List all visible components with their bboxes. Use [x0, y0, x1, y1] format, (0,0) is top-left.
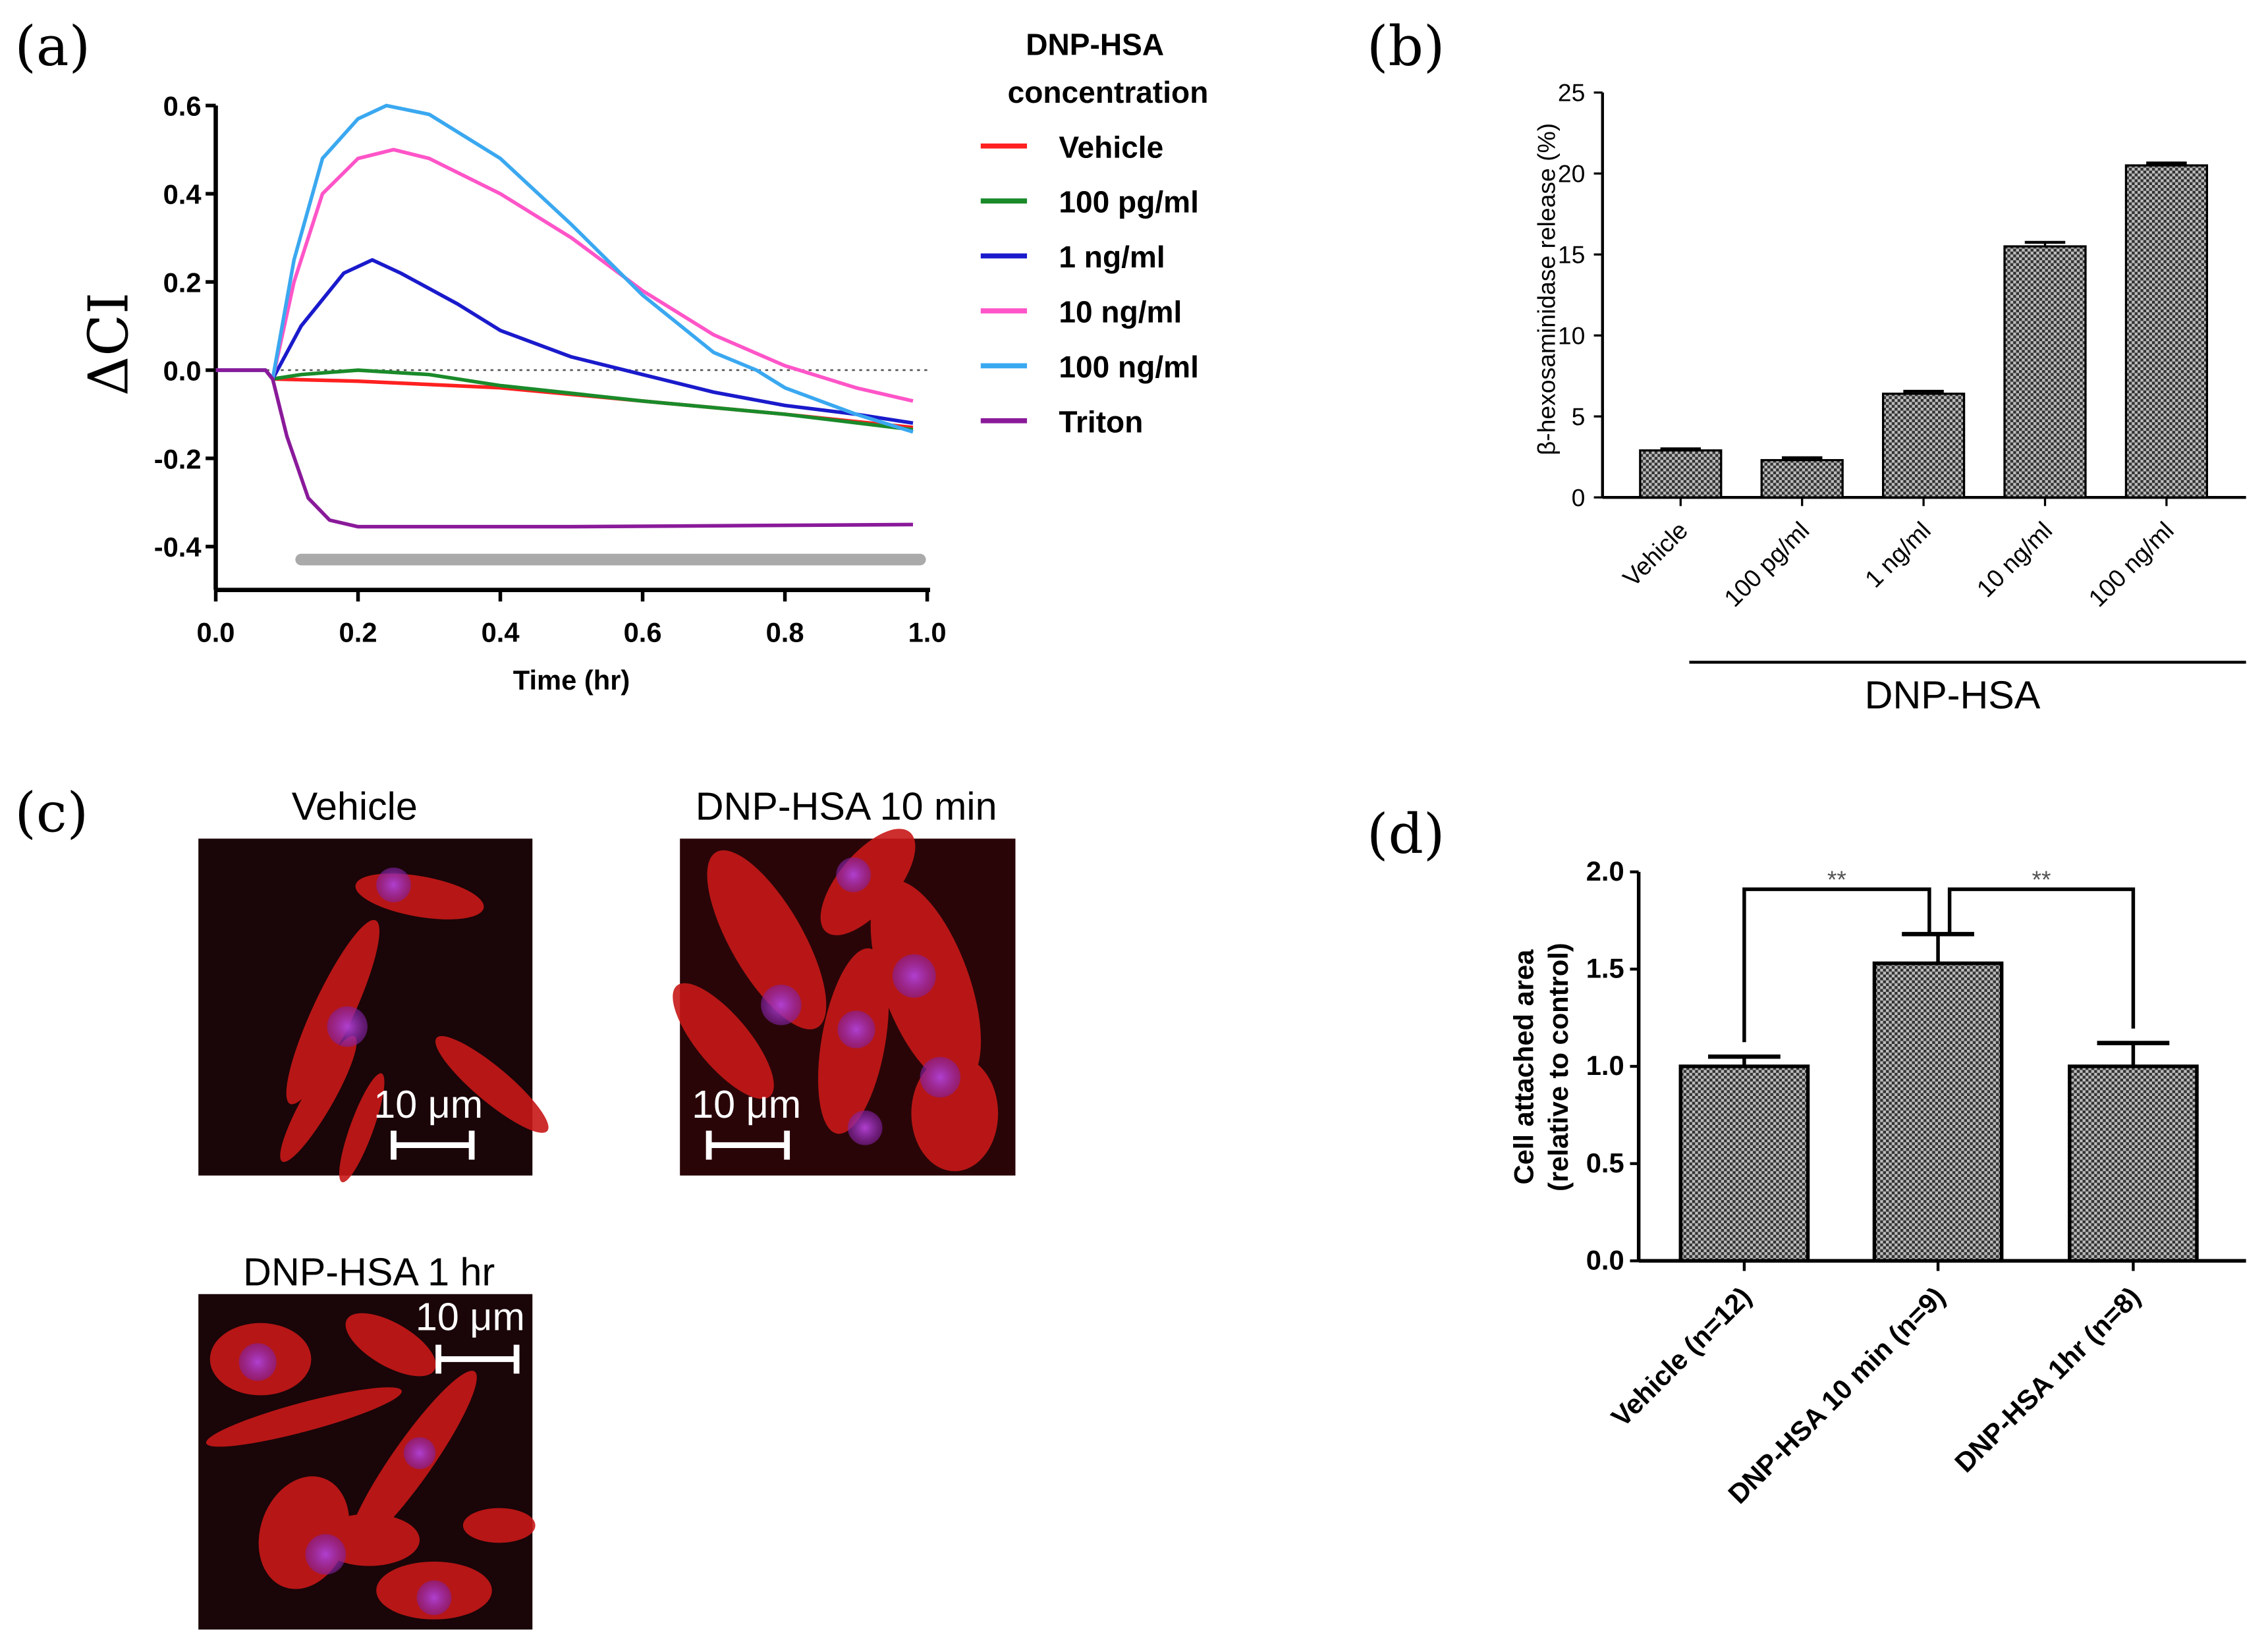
chart-b: 0 5 10 15 20 25 Vehicle 100 pg/ml 1 ng/ml 10 ng/m… — [1532, 79, 2246, 717]
x-axis-label: Time (hr) — [513, 665, 630, 696]
y-tick-label: -0.2 — [154, 443, 202, 474]
panel-label-c: (c) — [14, 781, 88, 844]
scale-bar-label: 10 μm — [416, 1295, 525, 1339]
y-tick-label: 5 — [1572, 402, 1586, 430]
x-tick-label: 0.6 — [624, 617, 662, 648]
y-tick-label: 0.4 — [163, 179, 202, 210]
x-tick-label: 1 ng/ml — [1860, 516, 1936, 593]
series-line-3 — [215, 148, 914, 403]
x-tick-label: DNP-HSA 10 min (n=9) — [1722, 1280, 1950, 1509]
x-tick-label: DNP-HSA 1hr (n=8) — [1949, 1280, 2146, 1478]
scale-bar-label: 10 μm — [692, 1082, 801, 1126]
scale-bar — [391, 1130, 475, 1160]
y-axis-label: β-hexosaminidase release (%) — [1532, 123, 1560, 455]
y-axis-label: ΔCI — [77, 292, 141, 396]
legend-label: 100 ng/ml — [1059, 350, 1199, 384]
x-tick-label: 100 pg/ml — [1719, 516, 1815, 613]
legend-title: DNP-HSA — [1026, 27, 1164, 61]
x-tick-label: Vehicle — [1617, 516, 1693, 592]
bar — [2124, 164, 2209, 499]
x-tick-label: 0.4 — [482, 617, 520, 648]
scale-bar-label: 10 μm — [373, 1082, 483, 1126]
y-tick-label: 0.6 — [163, 91, 202, 122]
legend-label: Vehicle — [1059, 130, 1163, 164]
bar — [1881, 393, 1966, 499]
panel-label-a: (a) — [14, 14, 90, 78]
x-tick-label: Vehicle (n=12) — [1605, 1280, 1757, 1433]
y-axis-label: Cell attached area — [1508, 949, 1539, 1185]
y-axis-label: (relative to control) — [1543, 943, 1574, 1192]
scale-bar — [435, 1344, 520, 1374]
x-tick-label: 10 ng/ml — [1971, 516, 2057, 603]
y-tick-label: 0.2 — [163, 267, 202, 298]
y-tick-label: 0 — [1572, 483, 1586, 511]
x-axis-label: DNP-HSA — [1865, 673, 2041, 717]
chart-d: 0.0 0.5 1.0 1.5 2.0 Vehicle (n=12)DNP-HSA 10 … — [1508, 856, 2246, 1510]
micrograph-title: DNP-HSA 1 hr — [243, 1250, 495, 1294]
y-tick-label: 20 — [1558, 160, 1586, 188]
x-tick-label: 0.2 — [339, 617, 377, 648]
bar — [1639, 449, 1723, 499]
x-tick-label: 100 ng/ml — [2083, 516, 2179, 613]
bar — [1872, 961, 2004, 1263]
y-tick-label: 10 — [1558, 321, 1586, 349]
series-line-2 — [215, 258, 914, 425]
legend-label: 10 ng/ml — [1059, 295, 1182, 329]
y-tick-label: 0.5 — [1586, 1147, 1624, 1178]
bar — [1760, 458, 1844, 499]
panel-label-d: (d) — [1367, 802, 1445, 866]
significance-label: ** — [2032, 865, 2051, 893]
y-tick-label: 0.0 — [1586, 1244, 1624, 1275]
bar — [2003, 245, 2087, 499]
x-tick-label: 0.0 — [197, 617, 235, 648]
scale-bar — [705, 1130, 790, 1160]
micrograph-dnp-1hr: DNP-HSA 1 hr 10 μm — [198, 1250, 536, 1630]
micrograph-dnp-10min: DNP-HSA 10 min 10 μm — [673, 784, 1016, 1176]
micrograph-title: Vehicle — [292, 784, 418, 829]
significance-label: ** — [1827, 865, 1846, 893]
legend-label: Triton — [1059, 404, 1143, 439]
bar — [2068, 1064, 2199, 1263]
micrograph-title: DNP-HSA 10 min — [696, 784, 997, 829]
legend-label: 1 ng/ml — [1059, 240, 1165, 274]
significance-bracket — [1742, 887, 1931, 1043]
y-tick-label: 1.0 — [1586, 1050, 1624, 1081]
y-tick-label: -0.4 — [154, 532, 202, 562]
y-tick-label: 25 — [1558, 79, 1586, 107]
significance-bracket — [1947, 887, 2136, 1029]
x-tick-label: 1.0 — [908, 617, 947, 648]
y-tick-label: 0.0 — [163, 355, 202, 386]
x-tick-label: 0.8 — [766, 617, 804, 648]
legend-title: concentration — [1008, 75, 1209, 109]
panel-label-b: (b) — [1367, 14, 1445, 78]
bar — [1678, 1064, 1810, 1263]
chart-a: -0.4 -0.2 0.0 0.2 0.4 0.6 0.0 0.2 0.4 0.6 0.8 1.0 Ti… — [77, 27, 1209, 696]
legend-label: 100 pg/ml — [1059, 185, 1199, 219]
y-tick-label: 15 — [1558, 241, 1586, 269]
micrograph-vehicle: Vehicle 10 μm — [198, 784, 549, 1183]
series-line-4 — [215, 103, 914, 434]
y-tick-label: 2.0 — [1586, 856, 1624, 887]
y-tick-label: 1.5 — [1586, 953, 1624, 984]
series-line-5 — [215, 368, 913, 529]
